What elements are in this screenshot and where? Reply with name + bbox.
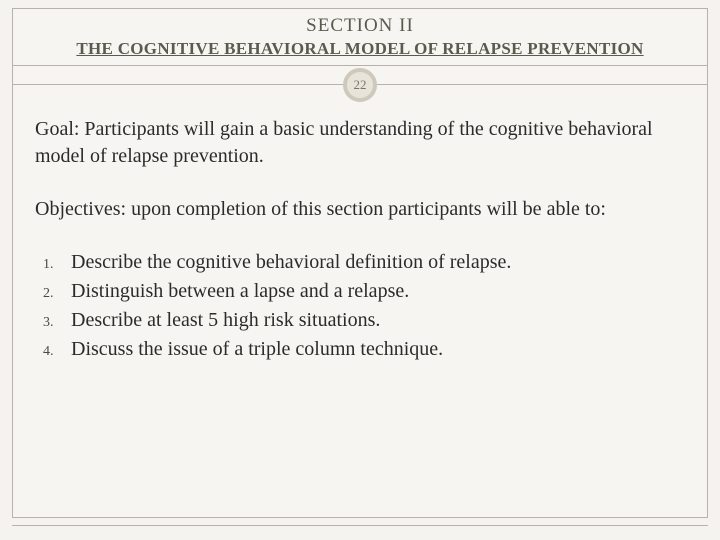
list-text: Describe at least 5 high risk situations… [71,307,380,334]
list-number: 4. [43,343,71,362]
header: SECTION II THE COGNITIVE BEHAVIORAL MODE… [13,9,707,106]
badge-area: 22 [13,66,707,106]
list-text: Discuss the issue of a triple column tec… [71,336,443,363]
page-number-badge: 22 [343,68,377,102]
objectives-intro: Objectives: upon completion of this sect… [35,196,685,223]
list-number: 2. [43,285,71,304]
goal-text: Goal: Participants will gain a basic und… [35,116,685,170]
objectives-list: 1. Describe the cognitive behavioral def… [35,249,685,363]
list-number: 3. [43,314,71,333]
footer-rule [12,525,708,526]
subtitle: THE COGNITIVE BEHAVIORAL MODEL OF RELAPS… [13,39,707,65]
slide-frame: SECTION II THE COGNITIVE BEHAVIORAL MODE… [12,8,708,518]
list-text: Distinguish between a lapse and a relaps… [71,278,409,305]
list-item: 3. Describe at least 5 high risk situati… [43,307,685,334]
list-number: 1. [43,256,71,275]
list-text: Describe the cognitive behavioral defini… [71,249,511,276]
list-item: 2. Distinguish between a lapse and a rel… [43,278,685,305]
list-item: 1. Describe the cognitive behavioral def… [43,249,685,276]
list-item: 4. Discuss the issue of a triple column … [43,336,685,363]
content-body: Goal: Participants will gain a basic und… [13,106,707,363]
section-title: SECTION II [13,15,707,37]
